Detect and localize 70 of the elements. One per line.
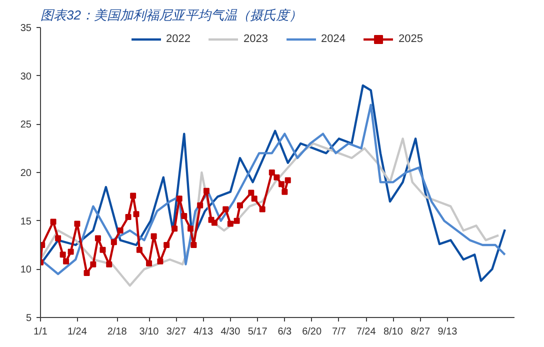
line-series [40, 138, 500, 287]
point [197, 202, 204, 208]
point [164, 242, 170, 248]
point [90, 261, 96, 268]
y-tick-label: 25 [20, 120, 32, 131]
x-tick-label: 1/24 [67, 326, 88, 338]
point [282, 188, 288, 195]
point [251, 196, 258, 202]
point [278, 181, 284, 188]
chart-title: 图表32：美国加利福尼亚平均气温（摄氏度） [40, 8, 302, 22]
point [203, 188, 210, 194]
point [125, 214, 132, 220]
point [172, 226, 178, 232]
point [50, 218, 56, 225]
point [248, 190, 254, 196]
y-tick-label: 35 [20, 23, 32, 34]
point [94, 235, 101, 242]
x-tick-label: 8/27 [410, 326, 431, 338]
point [268, 170, 275, 176]
x-tick-label: 3/10 [139, 326, 160, 338]
point [236, 202, 243, 208]
x-tick-label: 6/20 [302, 326, 322, 338]
point [234, 218, 240, 224]
point [211, 220, 218, 226]
x-tick-label: 8/10 [383, 326, 404, 338]
y-tick-label: 10 [20, 264, 32, 276]
point [259, 206, 266, 212]
point [60, 252, 66, 258]
x-tick-label: 5/17 [248, 326, 268, 338]
x-tick-label: 9/13 [438, 326, 458, 338]
legend-label: 2022 [166, 33, 191, 45]
legend-label: 2025 [398, 33, 423, 45]
point [150, 233, 157, 240]
y-tick-label: 20 [20, 168, 32, 179]
point [146, 260, 152, 266]
x-tick-label: 4/13 [194, 326, 214, 338]
point [133, 211, 140, 218]
point [55, 235, 62, 242]
point [284, 177, 291, 184]
point [190, 242, 197, 248]
y-tick-label: 15 [20, 216, 32, 228]
point [68, 248, 74, 255]
point [130, 192, 136, 199]
point [63, 258, 70, 264]
point [40, 242, 46, 248]
point [100, 246, 106, 253]
x-tick-label: 2/18 [107, 326, 128, 338]
legend-label: 2024 [321, 33, 346, 45]
point [136, 246, 142, 253]
point [274, 174, 280, 180]
x-tick-label: 1/1 [34, 326, 48, 338]
point [74, 220, 80, 227]
point [106, 261, 112, 268]
y-tick-label: 30 [20, 71, 32, 82]
legend-label: 2023 [244, 33, 268, 45]
point [222, 206, 229, 212]
point [110, 239, 117, 246]
x-tick-label: 7/24 [356, 326, 376, 338]
point [84, 270, 90, 276]
point [176, 196, 182, 202]
point [181, 213, 188, 219]
x-tick-label: 4/30 [220, 326, 241, 338]
x-tick-label: 7/7 [332, 326, 346, 338]
point [117, 228, 124, 234]
x-tick-label: 6/3 [278, 326, 292, 338]
point [188, 226, 194, 232]
y-tick-label: 5 [26, 313, 32, 324]
point [227, 220, 234, 227]
x-tick-label: 3/27 [166, 326, 186, 338]
point [157, 258, 164, 264]
